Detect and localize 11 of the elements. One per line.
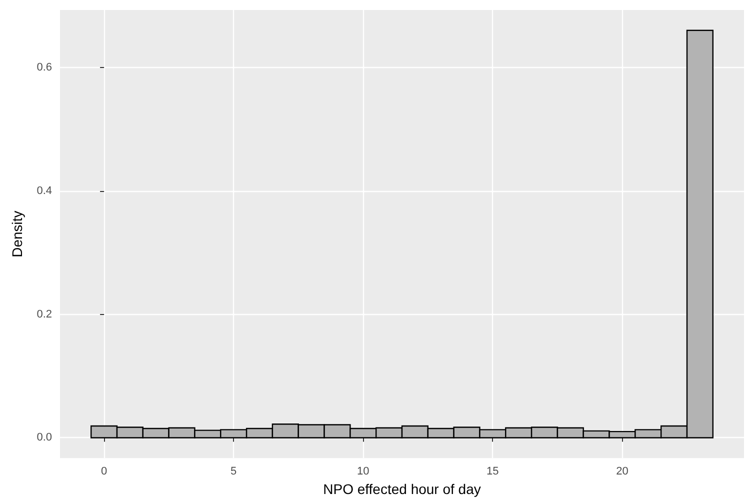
y-tick-label: 0.4 (36, 184, 52, 197)
x-tick-label: 5 (230, 466, 237, 478)
x-axis-title: NPO effected hour of day (323, 481, 481, 497)
y-tick-label: 0.2 (36, 308, 52, 320)
x-tick-label: 15 (486, 466, 499, 478)
x-tick-label: 20 (616, 466, 628, 478)
y-tick-label: 0.6 (36, 61, 52, 74)
y-tick-label: 0.0 (36, 432, 52, 444)
x-tick-label: 10 (357, 466, 370, 478)
y-axis-title: Density (9, 210, 25, 258)
x-tick-label: 0 (100, 466, 108, 478)
